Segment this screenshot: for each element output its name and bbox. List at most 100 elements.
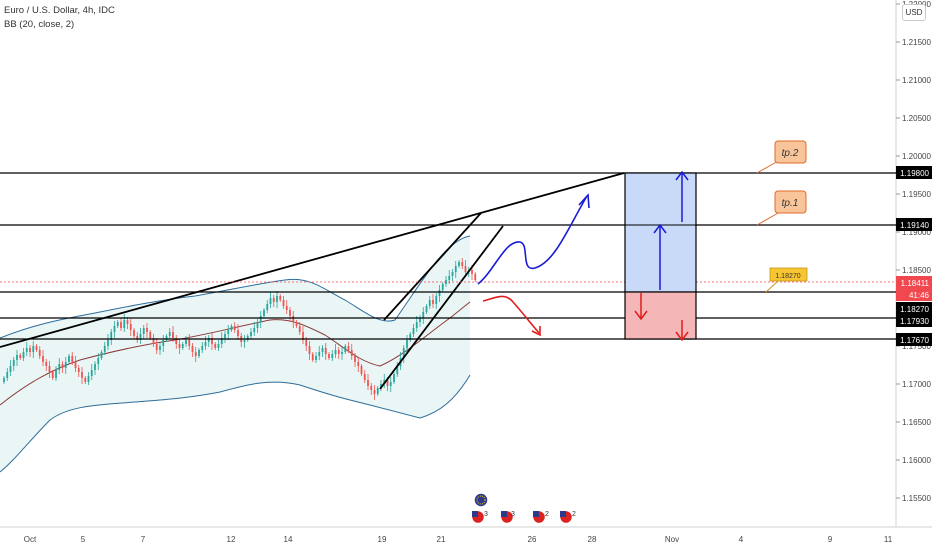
candle-body <box>217 344 220 348</box>
candle-body <box>350 350 353 356</box>
candle-body <box>165 336 168 340</box>
candle-body <box>172 332 174 338</box>
price-tick-label: 1.16000 <box>902 456 931 465</box>
candle-body <box>48 366 51 372</box>
candle-body <box>250 332 252 336</box>
note-tp2[interactable] <box>774 140 807 164</box>
bearish-projection-arrowhead <box>531 326 541 337</box>
indicator-label[interactable]: BB (20, close, 2) <box>4 19 75 30</box>
candle-body <box>133 330 135 336</box>
candle-body <box>191 346 194 352</box>
candle-body <box>74 362 77 368</box>
countdown-label <box>896 289 932 301</box>
bearish-projection <box>482 295 540 334</box>
time-tick-label: Oct <box>24 535 37 544</box>
time-tick-label: 12 <box>227 535 236 544</box>
candle-body <box>406 340 408 348</box>
bullish-projection-arrowhead <box>578 193 590 209</box>
candle-body <box>19 355 22 358</box>
candle-body <box>71 356 74 362</box>
price-tick-label: 1.20000 <box>902 152 931 161</box>
candle-body <box>279 296 282 300</box>
candle-body <box>103 346 106 352</box>
price-tick-label: 1.20500 <box>902 114 931 123</box>
candle-body <box>331 354 334 358</box>
candle-body <box>419 318 421 322</box>
sl1-arrow <box>634 293 648 321</box>
current-price-text: 1.18411 <box>901 279 930 288</box>
currency-badge[interactable]: USD <box>902 4 926 21</box>
event-count-3: 2 <box>545 511 549 518</box>
candle-body <box>61 364 64 368</box>
price-tick-label: 1.18500 <box>902 266 931 275</box>
bb-fill <box>0 236 470 472</box>
candle-body <box>318 352 321 356</box>
candle-body <box>129 324 132 330</box>
candle-body <box>29 348 31 352</box>
price-tick-label: 1.19500 <box>902 190 931 199</box>
sl2-arrow <box>675 320 689 342</box>
candle-body <box>9 366 12 372</box>
candle-body <box>389 382 392 386</box>
candle-body <box>282 300 285 306</box>
time-tick-label: 14 <box>284 535 293 544</box>
candle-body <box>113 326 116 332</box>
candle-body <box>363 374 366 380</box>
time-tick-label: 19 <box>378 535 387 544</box>
candle-body <box>360 366 363 374</box>
candle-body <box>90 370 93 376</box>
countdown-text: 41:46 <box>909 291 930 300</box>
candle-body <box>3 378 5 382</box>
price-tick-label: 1.17000 <box>902 380 931 389</box>
stop-zone[interactable] <box>624 291 697 340</box>
candle-body <box>159 346 161 350</box>
symbol-title[interactable]: Euro / U.S. Dollar, 4h, IDC <box>4 5 115 16</box>
candles-layer <box>3 258 477 400</box>
candle-body <box>68 356 70 362</box>
time-tick-label: 4 <box>739 535 744 544</box>
channel-lower-line <box>379 225 504 390</box>
time-tick-label: Nov <box>665 535 679 544</box>
time-tick-label: 28 <box>588 535 597 544</box>
candle-body <box>337 350 340 354</box>
candle-body <box>94 364 96 370</box>
candle-body <box>142 328 145 334</box>
note-tp1-text: tp.1 <box>782 198 799 209</box>
candle-body <box>194 352 197 356</box>
candle-body <box>428 300 431 306</box>
candle-body <box>380 384 382 388</box>
candle-body <box>12 360 15 366</box>
candle-body <box>402 348 405 358</box>
note-tp1[interactable] <box>774 190 807 214</box>
candle-body <box>84 378 87 382</box>
candle-body <box>311 354 314 360</box>
candle-body <box>308 346 311 354</box>
candle-body <box>214 344 217 348</box>
level-price-label-2 <box>896 218 932 231</box>
candle-body <box>120 322 122 328</box>
tp2-arrow <box>675 170 689 222</box>
price-tick-label: 1.21500 <box>902 38 931 47</box>
candle-body <box>341 352 343 354</box>
event-count-4: 2 <box>572 511 576 518</box>
candle-body <box>422 312 425 318</box>
candle-body <box>438 290 441 296</box>
candle-body <box>64 362 67 368</box>
price-tick-label: 1.15500 <box>902 494 931 503</box>
candle-body <box>55 370 57 378</box>
candle-body <box>146 328 148 332</box>
candle-body <box>6 372 9 378</box>
candle-body <box>162 340 165 346</box>
candle-body <box>263 310 265 316</box>
marker-label[interactable] <box>769 267 808 282</box>
price-tick-label: 1.19000 <box>902 228 931 237</box>
candle-body <box>243 340 246 342</box>
candle-body <box>25 348 28 352</box>
candle-body <box>220 338 223 344</box>
candle-body <box>77 368 80 372</box>
candle-body <box>107 340 109 346</box>
candle-body <box>454 266 457 272</box>
candle-body <box>81 372 83 378</box>
